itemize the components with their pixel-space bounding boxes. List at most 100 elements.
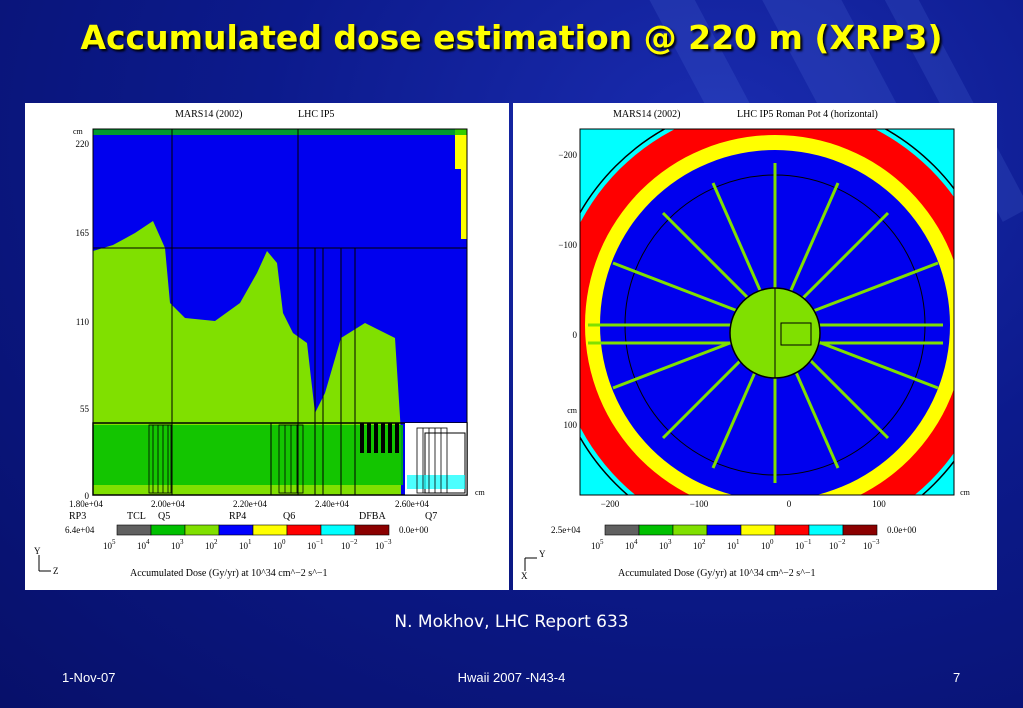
scale-label: 10−3: [863, 538, 880, 551]
right-dose-map: MARS14 (2002) LHC IP5 Roman Pot 4 (horiz…: [521, 109, 971, 581]
page-number: 7: [953, 670, 961, 685]
left-x-ticks: 1.80e+04 2.00e+04 2.20e+04 2.40e+04 2.60…: [69, 488, 486, 509]
scale-label: 10−2: [829, 538, 846, 551]
axis-x-label: X: [521, 571, 528, 581]
scale-swatch: [706, 524, 742, 536]
right-x-tick: −100: [690, 499, 709, 509]
left-x-tick: 2.40e+04: [315, 499, 349, 509]
scale-label: 103: [659, 538, 672, 551]
scale-max-label: 6.4e+04: [65, 525, 95, 535]
scale-swatch: [116, 524, 152, 536]
left-dose-map-panel: MARS14 (2002) LHC IP5 cm: [25, 103, 509, 590]
scale-label: 101: [239, 538, 252, 551]
scale-swatch: [320, 524, 356, 536]
axis-z-label: Z: [53, 566, 59, 576]
left-x-tick: 2.20e+04: [233, 499, 267, 509]
right-color-scale: 2.5e+04 0.0e+00 105 104 103 102 101 100 10−1 10…: [551, 524, 917, 551]
right-caption: Accumulated Dose (Gy/yr) at 10^34 cm^−2 …: [618, 568, 816, 579]
slide-title: Accumulated dose estimation @ 220 m (XRP…: [80, 18, 943, 57]
right-y-ticks: −200 −100 0 cm 100: [558, 150, 577, 430]
scale-swatch: [286, 524, 322, 536]
left-y-unit: cm: [73, 127, 84, 136]
right-y-tick: −100: [558, 240, 577, 250]
right-scale-labels: 105 104 103 102 101 100 10−1 10−2 10−3: [591, 538, 880, 551]
scale-swatch: [150, 524, 186, 536]
scale-label: 104: [137, 538, 150, 551]
scale-label: 103: [171, 538, 184, 551]
scale-swatch: [638, 524, 674, 536]
left-element-labels: RP3 TCL Q5 RP4 Q6 DFBA Q7: [69, 511, 437, 522]
left-facility-label: LHC IP5: [298, 109, 334, 120]
element-label: RP4: [229, 511, 246, 522]
scale-max-label: 2.5e+04: [551, 525, 581, 535]
left-x-tick: 2.00e+04: [151, 499, 185, 509]
scale-swatch: [842, 524, 878, 536]
axis-y-label: Y: [539, 549, 546, 559]
element-label: Q6: [283, 511, 295, 522]
source-credit: N. Mokhov, LHC Report 633: [394, 612, 629, 632]
left-y-ticks: 220 165 110 55 0: [76, 139, 90, 501]
scale-label: 10−3: [375, 538, 392, 551]
element-label: Q5: [158, 511, 170, 522]
right-x-tick: 100: [872, 499, 886, 509]
scale-label: 104: [625, 538, 638, 551]
scale-swatch: [252, 524, 288, 536]
left-y-tick: 55: [80, 404, 90, 414]
right-y-unit: cm: [567, 406, 578, 415]
left-code-label: MARS14 (2002): [175, 109, 243, 120]
scale-swatch: [354, 524, 390, 536]
scale-swatch: [672, 524, 708, 536]
left-scale-labels: 105 104 103 102 101 100 10−1 10−2 10−3: [103, 538, 392, 551]
scale-label: 100: [761, 538, 774, 551]
left-y-tick: 0: [85, 491, 90, 501]
element-label: RP3: [69, 511, 86, 522]
right-x-tick: 0: [787, 499, 792, 509]
right-axis-indicator: Y X: [521, 549, 546, 581]
scale-label: 102: [205, 538, 218, 551]
left-x-tick: 2.60e+04: [395, 499, 429, 509]
left-scale-swatches: [116, 524, 390, 536]
scale-min-label: 0.0e+00: [887, 525, 917, 535]
left-color-scale: 6.4e+04 0.0e+00 105 104 103 102 101 100 10−1 10…: [65, 524, 429, 551]
scale-swatch: [808, 524, 844, 536]
right-x-tick: −200: [601, 499, 620, 509]
left-y-tick: 220: [76, 139, 90, 149]
right-plot-area: [579, 128, 955, 496]
right-y-tick: −200: [558, 150, 577, 160]
right-facility-label: LHC IP5 Roman Pot 4 (horizontal): [737, 109, 878, 120]
scale-label: 105: [103, 538, 116, 551]
scale-label: 10−2: [341, 538, 358, 551]
scale-min-label: 0.0e+00: [399, 525, 429, 535]
left-caption: Accumulated Dose (Gy/yr) at 10^34 cm^−2 …: [130, 568, 328, 579]
scale-label: 101: [727, 538, 740, 551]
scale-label: 10−1: [307, 538, 324, 551]
left-y-tick: 110: [76, 317, 90, 327]
scale-swatch: [740, 524, 776, 536]
left-x-tick: 1.80e+04: [69, 499, 103, 509]
right-dose-map-panel: MARS14 (2002) LHC IP5 Roman Pot 4 (horiz…: [513, 103, 997, 590]
footer-event: Hwaii 2007 -N43-4: [457, 670, 566, 685]
scale-label: 100: [273, 538, 286, 551]
scale-label: 10−1: [795, 538, 812, 551]
scale-label: 105: [591, 538, 604, 551]
axis-y-label: Y: [34, 546, 41, 556]
right-y-tick: 0: [573, 330, 578, 340]
right-code-label: MARS14 (2002): [613, 109, 681, 120]
left-dose-map: MARS14 (2002) LHC IP5 cm: [34, 109, 486, 579]
left-plot-area: [92, 128, 468, 496]
scale-label: 102: [693, 538, 706, 551]
left-x-unit: cm: [475, 488, 486, 497]
left-axis-indicator: Y Z: [34, 546, 59, 576]
left-y-tick: 165: [76, 228, 90, 238]
element-label: Q7: [425, 511, 437, 522]
scale-swatch: [604, 524, 640, 536]
scale-swatch: [774, 524, 810, 536]
scale-swatch: [184, 524, 220, 536]
right-x-ticks: −200 −100 0 100 cm: [601, 488, 971, 509]
element-label: TCL: [127, 511, 146, 522]
scale-swatch: [218, 524, 254, 536]
element-label: DFBA: [359, 511, 386, 522]
footer-date: 1-Nov-07: [62, 670, 116, 685]
right-y-tick: 100: [564, 420, 578, 430]
right-scale-swatches: [604, 524, 878, 536]
